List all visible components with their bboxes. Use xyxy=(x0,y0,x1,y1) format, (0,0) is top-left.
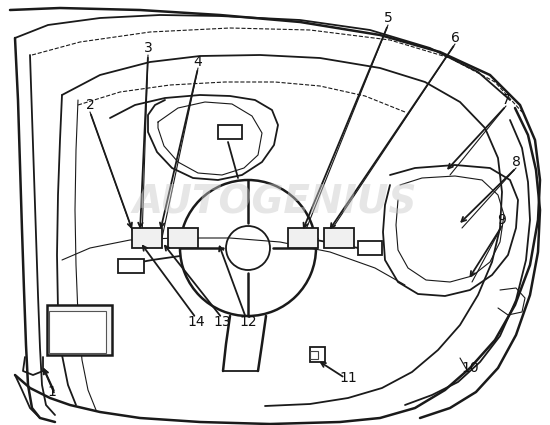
Text: 8: 8 xyxy=(512,155,520,169)
Text: 9: 9 xyxy=(498,213,507,227)
Text: AUTOGENIUS: AUTOGENIUS xyxy=(133,184,417,221)
Text: 4: 4 xyxy=(194,55,202,69)
Text: 2: 2 xyxy=(86,98,95,112)
Text: 10: 10 xyxy=(461,361,479,375)
Bar xyxy=(218,125,242,139)
Bar xyxy=(49,311,106,353)
Text: 3: 3 xyxy=(144,41,152,55)
Bar xyxy=(288,228,318,248)
Bar xyxy=(132,228,162,248)
Bar xyxy=(310,347,325,362)
Text: 14: 14 xyxy=(187,315,205,329)
Text: 12: 12 xyxy=(239,315,257,329)
Bar xyxy=(118,259,144,273)
Bar xyxy=(47,305,112,355)
Bar xyxy=(324,228,354,248)
Text: 1: 1 xyxy=(47,385,57,399)
Text: 7: 7 xyxy=(502,93,510,107)
Text: 11: 11 xyxy=(339,371,357,385)
Bar xyxy=(310,351,318,359)
Text: 13: 13 xyxy=(213,315,231,329)
Text: 5: 5 xyxy=(384,11,392,25)
Bar xyxy=(358,241,382,255)
Text: 6: 6 xyxy=(450,31,459,45)
Bar xyxy=(168,228,198,248)
